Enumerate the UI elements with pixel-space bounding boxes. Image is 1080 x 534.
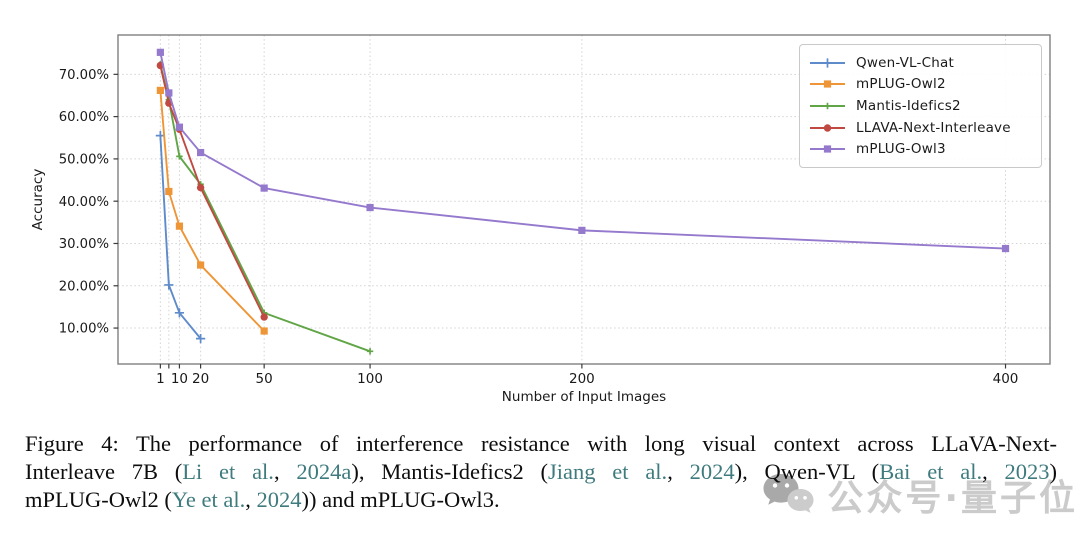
series-marker — [197, 261, 205, 269]
series-marker — [260, 313, 268, 321]
citation-link[interactable]: 2024a — [296, 459, 352, 485]
Qwen-VL-Chat-legend-marker-icon — [810, 58, 845, 68]
series-marker — [164, 280, 174, 290]
mPLUG-Owl2-legend-marker-icon — [810, 80, 845, 88]
caption-line-1: Figure 4: The performance of interferenc… — [25, 431, 1057, 456]
y-tick-label: 60.00% — [59, 110, 109, 125]
series-marker — [822, 58, 833, 68]
caption-text: )) and mPLUG-Owl3. — [301, 487, 500, 513]
x-tick-label: 20 — [192, 371, 209, 387]
figure-caption: Figure 4: The performance of interferenc… — [25, 430, 1057, 515]
legend-label: mPLUG-Owl3 — [856, 141, 946, 158]
y-axis-label: Accuracy — [30, 169, 46, 231]
series-marker — [578, 226, 586, 234]
citation-link[interactable]: 2023 — [1004, 459, 1050, 485]
x-tick-label: 400 — [993, 371, 1019, 387]
caption-text: , — [667, 459, 690, 485]
series-marker — [260, 184, 268, 192]
y-tick-label: 20.00% — [59, 279, 109, 294]
y-tick-label: 40.00% — [59, 195, 109, 210]
series-marker — [823, 145, 832, 153]
legend-label: Qwen-VL-Chat — [856, 54, 954, 71]
series-marker — [260, 327, 268, 335]
series-marker — [156, 48, 164, 56]
legend-label: Mantis-Idefics2 — [856, 97, 961, 114]
series-line-mPLUG-Owl3 — [159, 52, 1006, 250]
series-marker — [165, 89, 173, 97]
series-marker — [175, 222, 184, 230]
legend-label: mPLUG-Owl2 — [856, 76, 946, 93]
caption-text: , — [273, 459, 297, 485]
y-tick-label: 70.00% — [59, 68, 109, 83]
series-line-Mantis-Idefics2 — [159, 63, 371, 353]
series-marker — [197, 148, 205, 157]
caption-text: , — [982, 459, 1005, 485]
series-marker — [823, 123, 832, 132]
series-marker — [174, 308, 185, 318]
citation-link[interactable]: Li et al. — [182, 459, 274, 485]
series-marker — [366, 203, 374, 212]
chart-area: 10.00% 20.00% 30.00% 40.00% 50.00% 60.00% 70.0… — [30, 34, 1051, 405]
series-marker — [196, 183, 205, 192]
citation-link[interactable]: 2024 — [256, 487, 302, 513]
legend-item-Qwen-VL-Chat: Qwen-VL-Chat — [809, 52, 1031, 74]
y-tick-label: 50.00% — [59, 153, 109, 168]
series-line-Qwen-VL-Chat — [159, 135, 202, 340]
x-tick-label: 50 — [256, 371, 273, 387]
legend-item-Mantis-Idefics2: Mantis-Idefics2 — [809, 95, 1031, 117]
series-marker — [196, 334, 206, 344]
caption-text: , — [245, 487, 257, 513]
series-marker — [823, 80, 832, 88]
legend-label: LLAVA-Next-Interleave — [856, 119, 1011, 136]
legend-item-mPLUG-Owl3: mPLUG-Owl3 — [809, 138, 1031, 160]
line-chart: 10.00% 20.00% 30.00% 40.00% 50.00% 60.00% 70.0… — [30, 34, 1051, 405]
series-marker — [1001, 244, 1010, 253]
plot-border — [117, 34, 1051, 365]
citation-link[interactable]: Bai et al. — [879, 459, 983, 485]
x-tick-label: 10 — [171, 371, 188, 387]
chart-legend: Qwen-VL-Chat mPLUG-Owl2 Mantis-Idefics2 LLA… — [799, 44, 1042, 168]
caption-text: ), Qwen-VL ( — [734, 459, 880, 485]
mPLUG-Owl3-legend-marker-icon — [810, 145, 845, 153]
x-tick-label: 200 — [569, 371, 595, 387]
y-tick-label: 10.00% — [59, 322, 109, 337]
caption-line-2: Interleave 7B (Li et al., 2024a), Mantis… — [25, 458, 1057, 486]
citation-link[interactable]: Jiang et al. — [548, 459, 668, 485]
x-tick-label: 1 — [156, 371, 165, 387]
series-marker — [824, 102, 831, 110]
caption-line-3: mPLUG-Owl2 (Ye et al., 2024)) and mPLUG-… — [25, 486, 1057, 514]
series-marker — [366, 348, 374, 355]
LLAVA-Next-Interleave-legend-marker-icon — [810, 123, 845, 132]
caption-text: ), Mantis-Idefics2 ( — [351, 459, 549, 485]
x-axis-label: Number of Input Images — [502, 389, 666, 405]
citation-link[interactable]: 2024 — [689, 459, 735, 485]
legend-item-mPLUG-Owl2: mPLUG-Owl2 — [809, 74, 1031, 96]
series-marker — [156, 86, 164, 94]
caption-text: Interleave 7B ( — [25, 459, 183, 485]
legend-item-LLAVA-Next-Interleave: LLAVA-Next-Interleave — [809, 117, 1031, 139]
series-marker — [165, 187, 173, 196]
Mantis-Idefics2-legend-marker-icon — [810, 102, 845, 110]
y-tick-label: 30.00% — [59, 237, 109, 252]
series-marker — [176, 153, 183, 160]
caption-text: ) — [1049, 459, 1058, 485]
series-marker — [175, 123, 184, 131]
x-tick-label: 100 — [357, 371, 383, 387]
caption-text: mPLUG-Owl2 ( — [25, 487, 172, 513]
citation-link[interactable]: Ye et al. — [171, 487, 246, 513]
